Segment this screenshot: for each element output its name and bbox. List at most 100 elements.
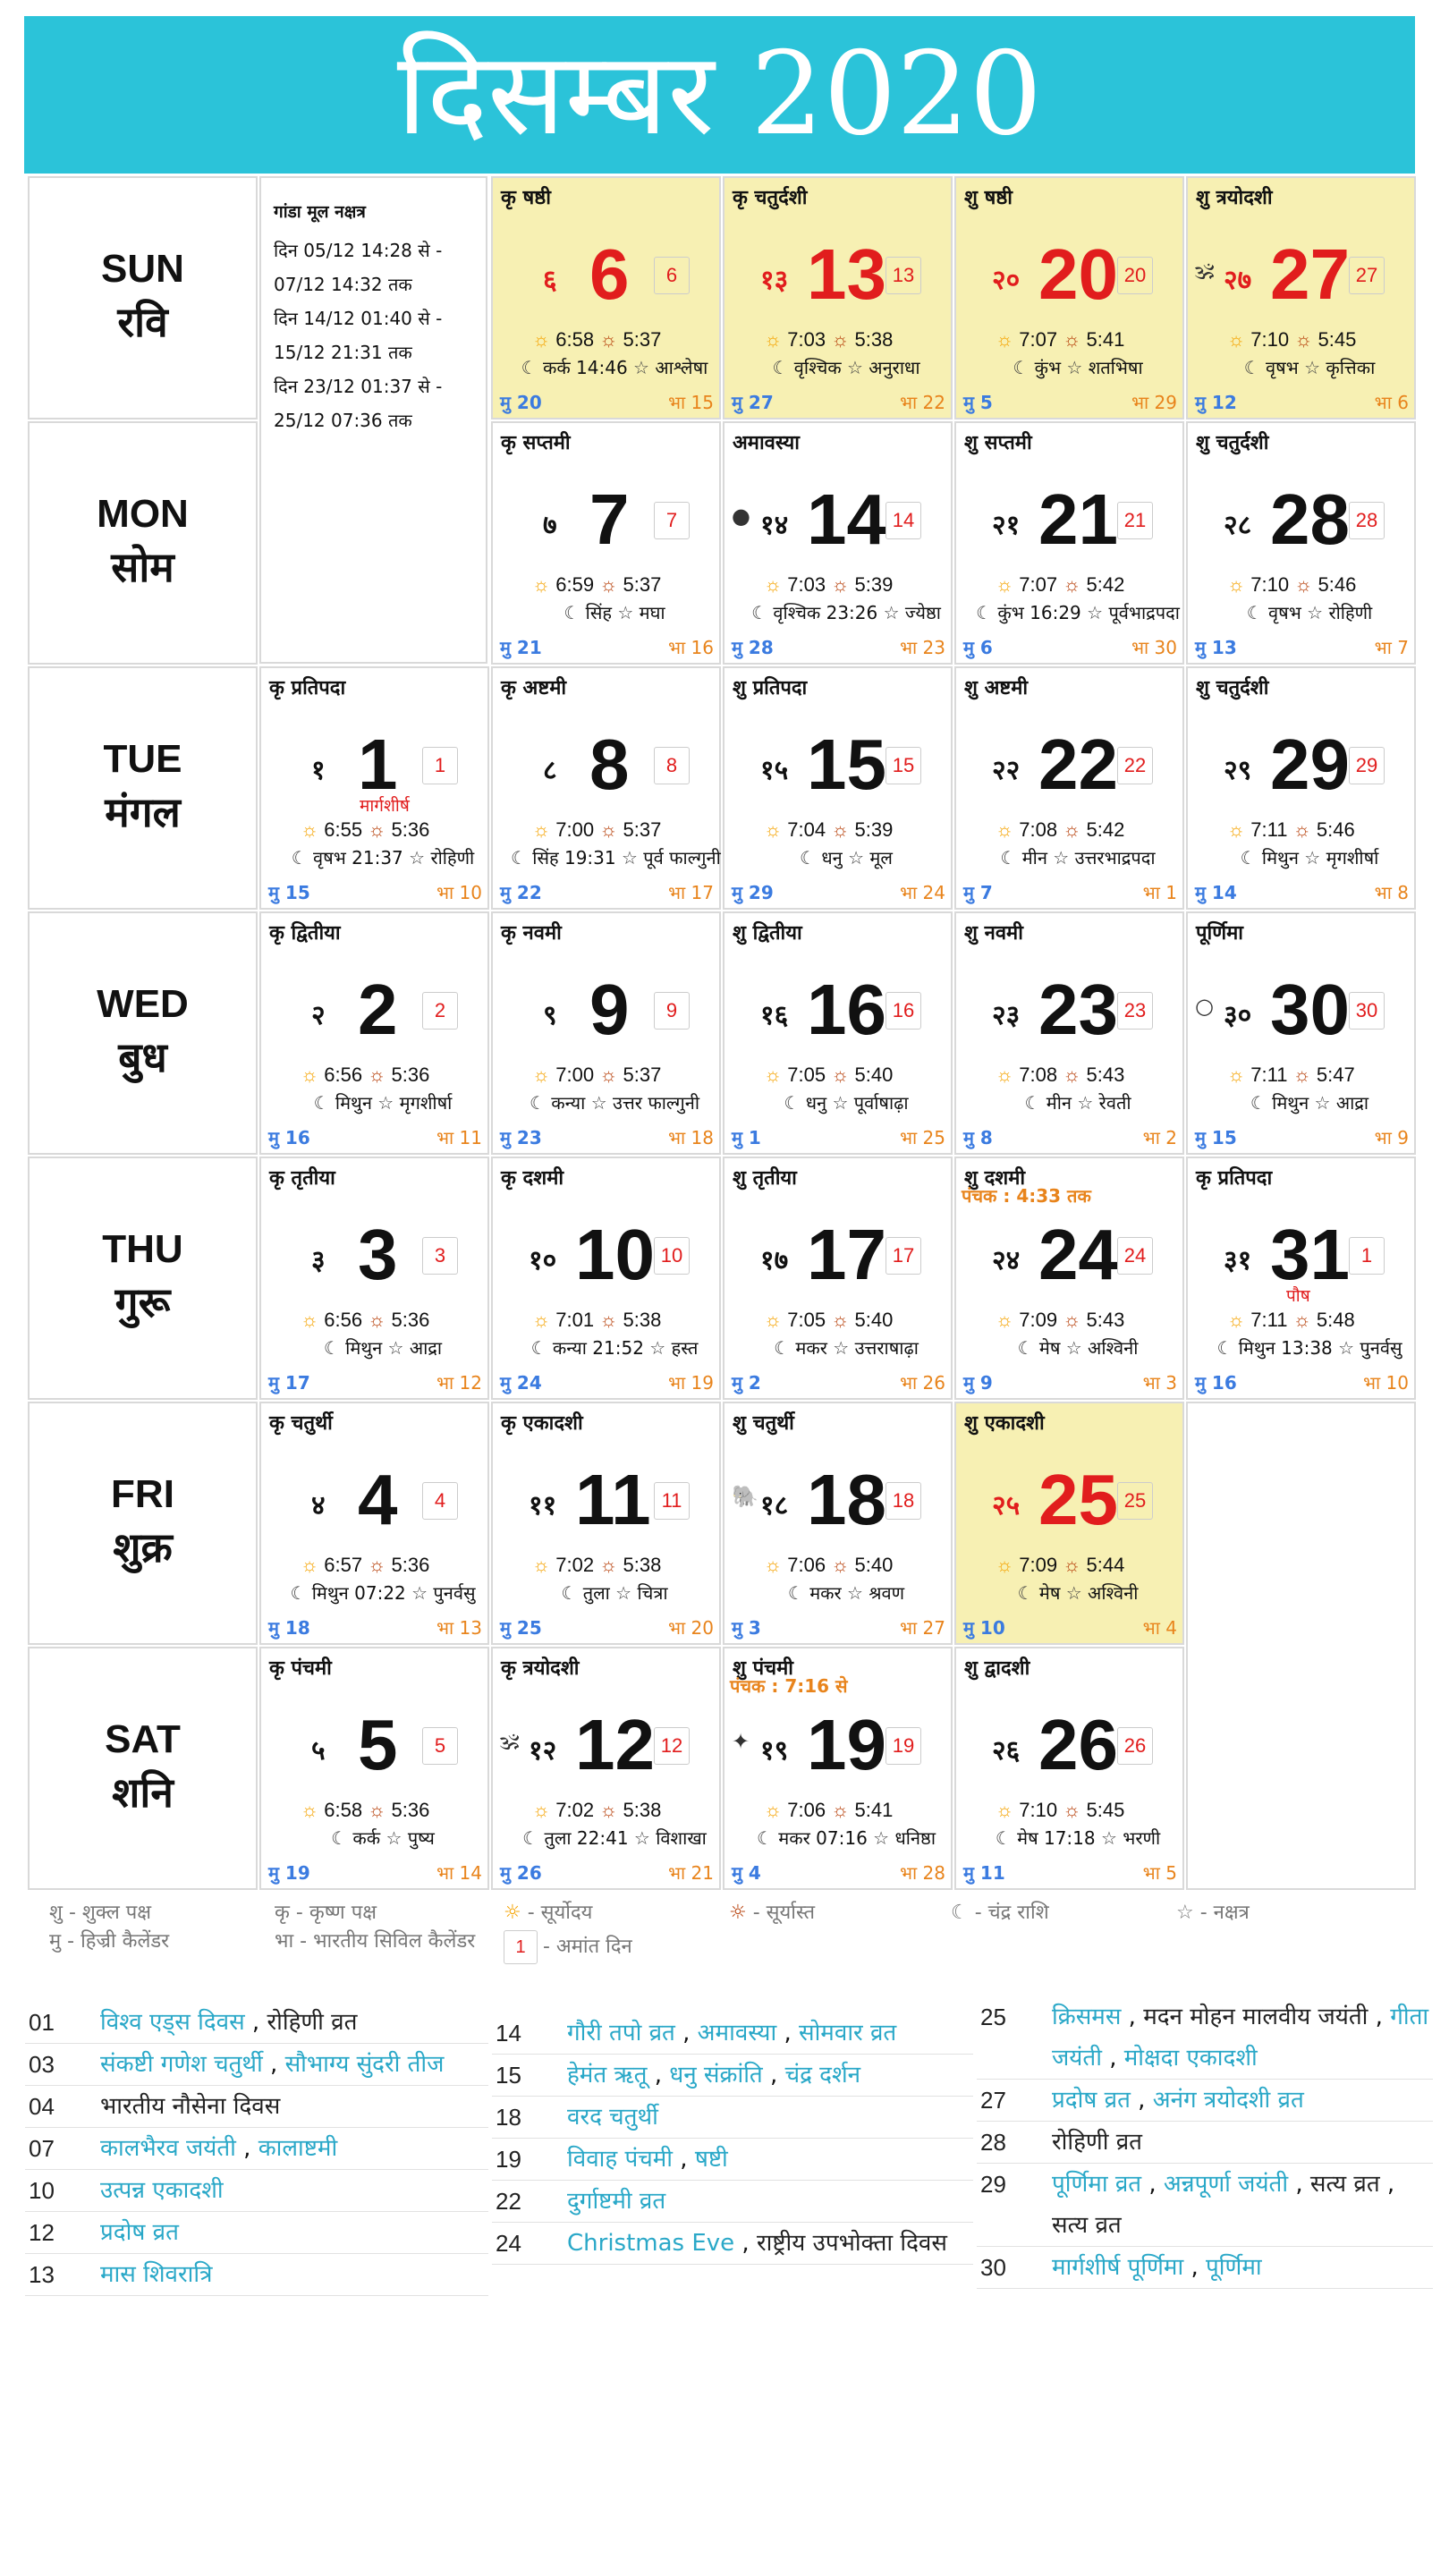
date-cell-5[interactable]: कृ पंचमी ५ 5 5 ☼ 6:58 ☼ 5:36 ☾ कर्क ☆ पुष्य मु… bbox=[259, 1647, 489, 1890]
bharatiya-date: भा 17 bbox=[667, 882, 714, 903]
sunrise-icon: ☼ bbox=[301, 818, 325, 841]
date-cell-16[interactable]: शु द्वितीया १६ 16 16 ☼ 7:05 ☼ 5:40 ☾ धनु ☆ पू… bbox=[723, 911, 953, 1155]
hindi-date: ११ bbox=[529, 1490, 557, 1521]
star-icon: ☆ bbox=[842, 847, 870, 869]
star-icon: ☆ bbox=[867, 1827, 895, 1849]
date-cell-4[interactable]: कृ चतुर्थी ४ 4 4 ☼ 6:57 ☼ 5:36 ☾ मिथुन 07:22 … bbox=[259, 1402, 489, 1645]
festival-date: 19 bbox=[496, 2146, 521, 2173]
date-cell-15[interactable]: शु प्रतिपदा १५ 15 15 ☼ 7:04 ☼ 5:39 ☾ धनु ☆ मू… bbox=[723, 666, 953, 910]
hindi-date: ३० bbox=[1224, 1000, 1252, 1031]
festival-link[interactable]: वरद चतुर्थी bbox=[567, 2104, 658, 2131]
festival-link[interactable]: पूर्णिमा व्रत bbox=[1052, 2171, 1142, 2198]
festival-link[interactable]: सौभाग्य सुंदरी तीज bbox=[284, 2051, 445, 2078]
festival-link[interactable]: विश्व एड्स दिवस bbox=[100, 2009, 245, 2036]
date-cell-14[interactable]: अमावस्या ● १४ 14 14 ☼ 7:03 ☼ 5:39 ☾ वृश्चिक 23… bbox=[723, 421, 953, 665]
date-cell-6[interactable]: कृ षष्ठी ६ 6 6 ☼ 6:58 ☼ 5:37 ☾ कर्क 14:46 ☆ आ… bbox=[491, 176, 721, 419]
festival-link[interactable]: कालाष्टमी bbox=[258, 2135, 338, 2162]
festival-date: 28 bbox=[980, 2129, 1006, 2156]
festival-text: मास शिवरात्रि bbox=[100, 2254, 488, 2295]
day-name-hi: बुध bbox=[118, 1033, 167, 1081]
nakshatra-name: हस्त bbox=[671, 1337, 699, 1359]
hindi-date: १८ bbox=[760, 1490, 789, 1521]
date-cell-7[interactable]: कृ सप्तमी ७ 7 7 ☼ 6:59 ☼ 5:37 ☾ सिंह ☆ मघा मु … bbox=[491, 421, 721, 665]
moon-icon: ☾ bbox=[751, 602, 774, 623]
festival-link[interactable]: मोक्षदा एकादशी bbox=[1123, 2045, 1258, 2072]
date-cell-2[interactable]: कृ द्वितीया २ 2 2 ☼ 6:56 ☼ 5:36 ☾ मिथुन ☆ मृग… bbox=[259, 911, 489, 1155]
date-cell-8[interactable]: कृ अष्टमी ८ 8 8 ☼ 7:00 ☼ 5:37 ☾ सिंह 19:31 ☆ … bbox=[491, 666, 721, 910]
moon-icon: ☾ bbox=[784, 1092, 806, 1114]
festival-link[interactable]: दुर्गाष्टमी व्रत bbox=[567, 2188, 666, 2215]
moon-icon: ☾ bbox=[521, 357, 543, 378]
hijri-date: मु 29 bbox=[732, 882, 774, 903]
festival-link[interactable]: गौरी तपो व्रत bbox=[567, 2020, 675, 2046]
festival-link[interactable]: प्रदोष व्रत bbox=[1052, 2087, 1131, 2114]
hindi-date: ७ bbox=[543, 510, 557, 541]
festival-link[interactable]: कालभैरव जयंती bbox=[100, 2135, 236, 2162]
legend-bharatiya: भा - भारतीय सिविल कैलेंडर bbox=[275, 1930, 476, 1953]
star-icon: ☆ bbox=[1301, 602, 1329, 623]
date-cell-3[interactable]: कृ तृतीया ३ 3 3 ☼ 6:56 ☼ 5:36 ☾ मिथुन ☆ आद्रा… bbox=[259, 1157, 489, 1400]
festival-link[interactable]: अमावस्या bbox=[697, 2020, 777, 2046]
date-cell-27[interactable]: शु त्रयोदशी 🕉 २७ 27 27 ☼ 7:10 ☼ 5:45 ☾ वृषभ ☆ … bbox=[1186, 176, 1416, 419]
festival-link[interactable]: मास शिवरात्रि bbox=[100, 2261, 213, 2288]
date-cell-23[interactable]: शु नवमी २३ 23 23 ☼ 7:08 ☼ 5:43 ☾ मीन ☆ रेवती म… bbox=[954, 911, 1184, 1155]
date-cell-11[interactable]: कृ एकादशी ११ 11 11 ☼ 7:02 ☼ 5:38 ☾ तुला ☆ चित… bbox=[491, 1402, 721, 1645]
date-cell-21[interactable]: शु सप्तमी २१ 21 21 ☼ 7:07 ☼ 5:42 ☾ कुंभ 16:29… bbox=[954, 421, 1184, 665]
date-cell-30[interactable]: पूर्णिमा ○ ३० 30 30 ☼ 7:11 ☼ 5:47 ☾ मिथुन ☆ आद… bbox=[1186, 911, 1416, 1155]
nakshatra-name: पूर्व फाल्गुनी bbox=[643, 847, 721, 869]
date-cell-18[interactable]: शु चतुर्थी 🐘 १८ 18 18 ☼ 7:06 ☼ 5:40 ☾ मकर ☆ श्… bbox=[723, 1402, 953, 1645]
festival-link[interactable]: अन्नपूर्णा जयंती bbox=[1163, 2171, 1289, 2198]
hindi-date: ५ bbox=[311, 1735, 326, 1767]
date-cell-24[interactable]: शु दशमी पंचक : 4:33 तक २४ 24 24 ☼ 7:09 ☼ 5:43… bbox=[954, 1157, 1184, 1400]
festival-text: कालभैरव जयंती , कालाष्टमी bbox=[100, 2135, 338, 2162]
amant-day-box: 22 bbox=[1117, 747, 1153, 784]
date-cell-22[interactable]: शु अष्टमी २२ 22 22 ☼ 7:08 ☼ 5:42 ☾ मीन ☆ उत्त… bbox=[954, 666, 1184, 910]
date-cell-1[interactable]: कृ प्रतिपदा १ 1 1 मार्गशीर्ष ☼ 6:55 ☼ 5:36 ☾ व… bbox=[259, 666, 489, 910]
sunset-time: 5:39 bbox=[854, 818, 894, 841]
festival-link[interactable]: पूर्णिमा bbox=[1206, 2254, 1262, 2281]
festival-link[interactable]: उत्पन्न एकादशी bbox=[100, 2177, 224, 2204]
date-cell-31[interactable]: कृ प्रतिपदा ३१ 31 1 पौष ☼ 7:11 ☼ 5:48 ☾ मिथुन … bbox=[1186, 1157, 1416, 1400]
sunrise-time: 7:06 bbox=[787, 1554, 826, 1576]
date-cell-20[interactable]: शु षष्ठी २० 20 20 ☼ 7:07 ☼ 5:41 ☾ कुंभ ☆ शतभि… bbox=[954, 176, 1184, 419]
date-cell-28[interactable]: शु चतुर्दशी २८ 28 28 ☼ 7:10 ☼ 5:46 ☾ वृषभ ☆ र… bbox=[1186, 421, 1416, 665]
sunrise-time: 7:00 bbox=[555, 818, 595, 841]
day-number: 2 bbox=[358, 970, 398, 1049]
festival-link[interactable]: अनंग त्रयोदशी व्रत bbox=[1152, 2087, 1304, 2114]
festival-link[interactable]: चंद्र दर्शन bbox=[784, 2062, 861, 2089]
festival-link[interactable]: Christmas Eve bbox=[567, 2230, 735, 2257]
festival-icon: ○ bbox=[1195, 994, 1214, 1019]
day-number: 22 bbox=[1038, 724, 1118, 804]
star-icon: ☆ bbox=[877, 602, 905, 623]
amant-day-box: 11 bbox=[654, 1482, 690, 1520]
date-cell-25[interactable]: शु एकादशी २५ 25 25 ☼ 7:09 ☼ 5:44 ☾ मेष ☆ अश्व… bbox=[954, 1402, 1184, 1645]
date-cell-9[interactable]: कृ नवमी ९ 9 9 ☼ 7:00 ☼ 5:37 ☾ कन्या ☆ उत्तर फ… bbox=[491, 911, 721, 1155]
sunrise-icon: ☼ bbox=[764, 818, 788, 841]
sunset-icon: ☼ bbox=[831, 328, 855, 351]
moon-nakshatra: ☾ मिथुन 13:38 ☆ पुनर्वसु bbox=[1206, 1335, 1413, 1360]
date-cell-26[interactable]: शु द्वादशी २६ 26 26 ☼ 7:10 ☼ 5:45 ☾ मेष 17:18… bbox=[954, 1647, 1184, 1890]
hijri-date: मु 16 bbox=[1195, 1372, 1237, 1394]
date-cell-19[interactable]: शु पंचमी पंचक : 7:16 से ✦ १९ 19 19 ☼ 7:06 ☼ 5:… bbox=[723, 1647, 953, 1890]
festival-link[interactable]: षष्टी bbox=[694, 2146, 728, 2173]
bharatiya-date: भा 10 bbox=[436, 882, 482, 903]
date-cell-12[interactable]: कृ त्रयोदशी 🕉 १२ 12 12 ☼ 7:02 ☼ 5:38 ☾ तुला 22… bbox=[491, 1647, 721, 1890]
festival-link[interactable]: प्रदोष व्रत bbox=[100, 2219, 179, 2246]
date-cell-10[interactable]: कृ दशमी १० 10 10 ☼ 7:01 ☼ 5:38 ☾ कन्या 21:52 … bbox=[491, 1157, 721, 1400]
sunrise-icon: ☼ bbox=[504, 1902, 521, 1924]
festival-link[interactable]: गीता जयंती bbox=[1052, 2004, 1429, 2072]
festival-link[interactable]: हेमंत ऋतू bbox=[567, 2062, 648, 2089]
month-banner: दिसम्बर 2020 bbox=[24, 16, 1415, 174]
sunset-icon: ☼ bbox=[1063, 573, 1087, 596]
festival-link[interactable]: विवाह पंचमी bbox=[567, 2146, 674, 2173]
festival-link[interactable]: क्रिसमस bbox=[1052, 2004, 1122, 2030]
date-cell-13[interactable]: कृ चतुर्दशी १३ 13 13 ☼ 7:03 ☼ 5:38 ☾ वृश्चिक … bbox=[723, 176, 953, 419]
festival-link[interactable]: धनु संक्रांति bbox=[669, 2062, 763, 2089]
festival-link[interactable]: सोमवार व्रत bbox=[799, 2020, 897, 2046]
sun-times: ☼ 7:07 ☼ 5:42 bbox=[996, 573, 1124, 597]
date-cell-17[interactable]: शु तृतीया १७ 17 17 ☼ 7:05 ☼ 5:40 ☾ मकर ☆ उत्त… bbox=[723, 1157, 953, 1400]
festival-link[interactable]: संकष्टी गणेश चतुर्थी bbox=[100, 2051, 263, 2078]
date-cell-29[interactable]: शु चतुर्दशी २९ 29 29 ☼ 7:11 ☼ 5:46 ☾ मिथुन ☆ … bbox=[1186, 666, 1416, 910]
moon-nakshatra: ☾ मेष 17:18 ☆ भरणी bbox=[974, 1826, 1182, 1850]
festival-link[interactable]: मार्गशीर्ष पूर्णिमा bbox=[1052, 2254, 1184, 2281]
